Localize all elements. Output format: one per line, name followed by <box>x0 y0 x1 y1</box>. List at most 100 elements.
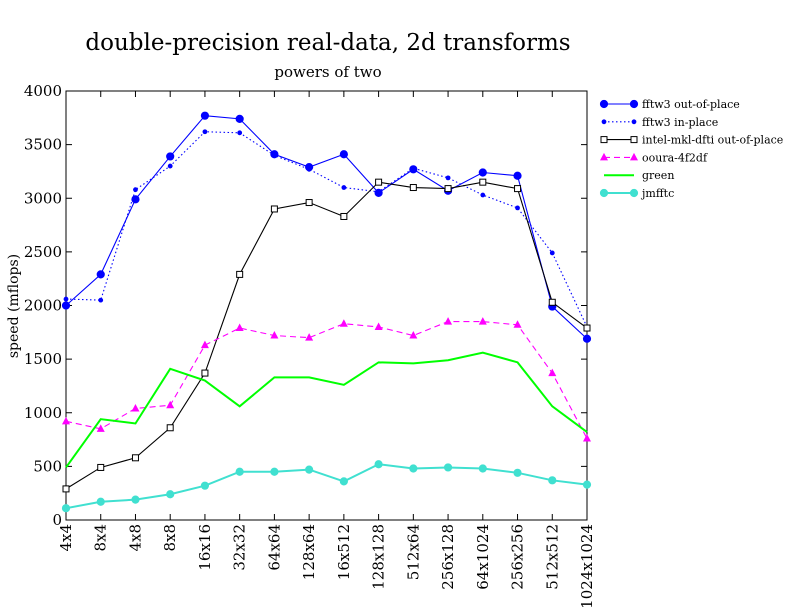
legend-item: jmfftc <box>599 187 674 200</box>
data-point <box>270 205 278 213</box>
data-point <box>480 192 486 198</box>
data-point <box>97 463 105 471</box>
data-point <box>409 464 418 473</box>
data-point <box>200 340 209 349</box>
series-3 <box>62 317 591 442</box>
data-point <box>96 497 105 506</box>
data-point <box>374 460 383 469</box>
data-point <box>131 403 140 412</box>
series-line <box>65 131 588 328</box>
data-point <box>409 184 417 192</box>
data-point <box>131 495 140 504</box>
series-line <box>65 351 588 469</box>
data-point <box>339 150 348 159</box>
data-point <box>375 178 383 186</box>
data-point <box>200 481 210 490</box>
legend-swatch-marker <box>630 136 638 144</box>
data-point <box>235 114 244 123</box>
legend-item: fftw3 in-place <box>601 116 718 129</box>
data-point <box>305 199 313 207</box>
data-point <box>131 454 139 462</box>
series-line <box>65 321 588 439</box>
data-point <box>341 185 347 190</box>
data-point <box>167 163 173 169</box>
chart-title: double-precision real-data, 2d transform… <box>85 30 570 56</box>
y-tick-label: 4000 <box>24 82 62 100</box>
data-point <box>201 369 209 377</box>
data-point <box>305 465 314 474</box>
data-point <box>548 298 556 306</box>
data-point <box>272 152 277 158</box>
data-point <box>376 189 381 195</box>
y-tick-label: 1000 <box>24 404 62 422</box>
y-tick-label: 0 <box>52 511 62 529</box>
data-point <box>409 331 418 339</box>
data-point <box>583 324 591 332</box>
data-point <box>62 485 70 493</box>
legend-swatch-marker <box>631 119 637 125</box>
legend-label: jmfftc <box>640 187 674 200</box>
data-point <box>236 270 244 278</box>
x-tick-label: 512x64 <box>404 524 422 580</box>
data-point <box>583 433 591 442</box>
data-point <box>202 129 208 135</box>
data-point <box>62 416 70 425</box>
series-line <box>65 181 588 490</box>
series-0 <box>61 111 592 343</box>
data-point <box>513 320 522 328</box>
y-tick-label: 1500 <box>24 350 62 368</box>
data-point <box>61 301 71 310</box>
data-point <box>443 463 453 472</box>
data-point <box>548 368 557 377</box>
data-point <box>374 322 383 330</box>
legend-swatch-marker <box>599 188 609 198</box>
data-point <box>166 400 175 409</box>
x-tick-label: 64x64 <box>265 524 283 571</box>
legend-swatch-marker <box>629 188 639 198</box>
x-tick-label: 512x512 <box>543 524 561 590</box>
legend-swatch-marker <box>601 119 607 125</box>
data-point <box>63 296 69 302</box>
y-axis: 0 500 1000 1500 2000 2500 3000 3500 4000 <box>24 82 587 529</box>
y-tick-label: 3500 <box>24 136 62 154</box>
data-point <box>61 504 71 513</box>
legend: fftw3 out-of-place fftw3 in-place intel-mk… <box>599 98 783 200</box>
data-point <box>548 476 557 485</box>
data-point <box>549 250 555 256</box>
data-point <box>478 168 487 177</box>
data-point <box>444 185 452 193</box>
data-point <box>444 317 453 325</box>
data-point <box>270 331 279 339</box>
data-point <box>513 468 522 477</box>
series-1 <box>63 129 590 330</box>
data-point <box>166 152 175 161</box>
legend-label: ooura-4f2df <box>642 151 708 164</box>
data-point <box>513 171 522 180</box>
x-tick-label: 128x64 <box>300 524 318 580</box>
data-point <box>445 175 451 181</box>
x-tick-label: 1024x1024 <box>578 524 596 609</box>
x-tick-label: 256x256 <box>509 524 527 590</box>
x-tick-label: 16x512 <box>335 524 353 580</box>
legend-swatch-marker <box>599 99 609 109</box>
y-tick-label: 500 <box>33 457 62 475</box>
legend-label: green <box>642 169 674 182</box>
y-tick-label: 2000 <box>24 297 62 315</box>
legend-swatch-marker <box>630 152 638 161</box>
x-tick-label: 4x8 <box>126 524 144 552</box>
legend-item: fftw3 out-of-place <box>599 98 740 111</box>
data-point <box>96 270 105 279</box>
y-tick-label: 3000 <box>24 189 62 207</box>
legend-swatch-marker <box>629 99 639 109</box>
x-tick-label: 8x4 <box>92 524 110 552</box>
data-point <box>235 323 244 332</box>
data-point <box>340 212 348 220</box>
data-point <box>410 165 416 171</box>
series-line <box>65 463 588 510</box>
legend-item: intel-mkl-dfti out-of-place <box>600 134 783 147</box>
data-point <box>478 464 487 473</box>
x-tick-label: 128x128 <box>370 524 388 590</box>
x-axis: 4x4 8x4 4x8 8x8 16x16 32x32 64x64 128x64 16x512 1… <box>57 91 596 609</box>
series-line <box>65 115 588 340</box>
